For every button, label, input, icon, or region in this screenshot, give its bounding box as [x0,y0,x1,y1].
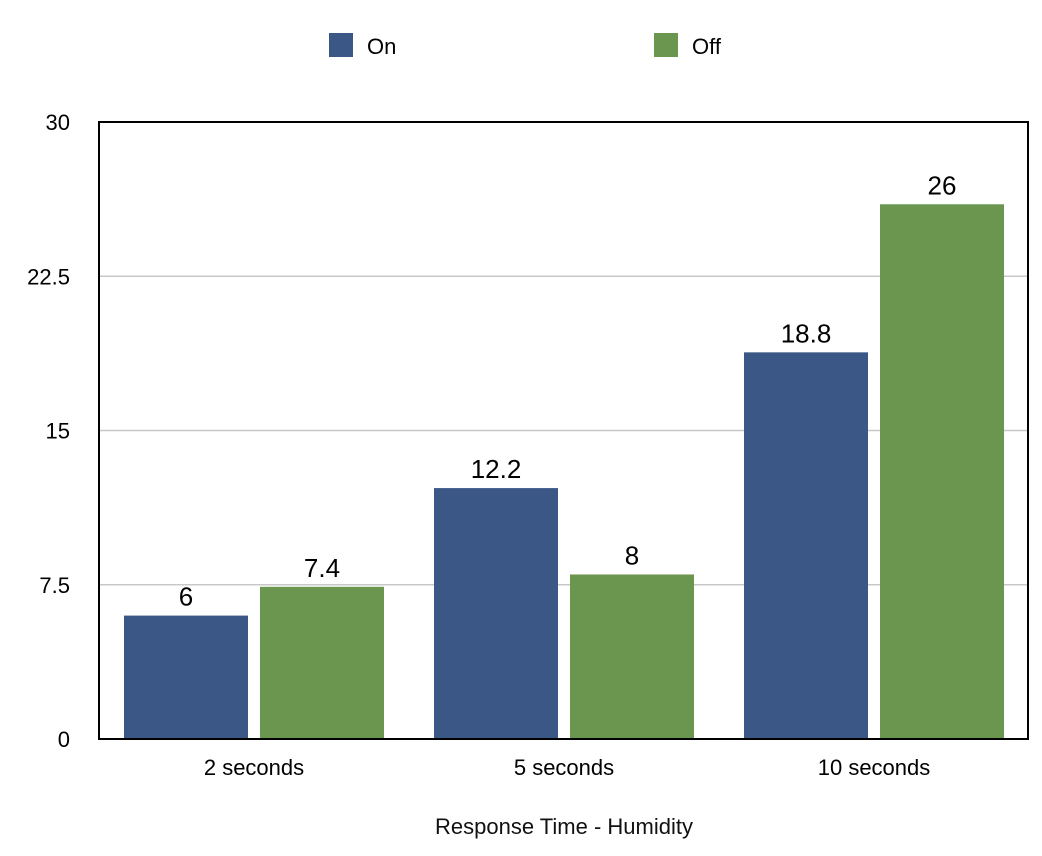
bars [124,204,1004,739]
data-label-on-2-seconds: 6 [179,582,193,612]
data-label-on-5-seconds: 12.2 [471,454,522,484]
legend-swatch-on [329,33,353,57]
y-tick-label: 7.5 [39,573,70,598]
data-label-off-10-seconds: 26 [928,170,957,200]
x-axis-ticks: 2 seconds 5 seconds 10 seconds [204,755,930,780]
bar-on-5-seconds [434,488,558,739]
y-tick-label: 0 [58,727,70,752]
bar-on-10-seconds [744,352,868,739]
y-tick-label: 22.5 [27,264,70,289]
plot-area-frame [98,121,1029,740]
x-tick-label: 5 seconds [514,755,614,780]
data-label-on-10-seconds: 18.8 [781,318,832,348]
legend-label-on: On [367,34,396,59]
x-tick-label: 2 seconds [204,755,304,780]
x-tick-label: 10 seconds [818,755,931,780]
data-labels: 6 12.2 18.8 7.4 8 26 [179,170,957,611]
data-label-off-5-seconds: 8 [625,540,639,570]
gridlines [99,275,1028,586]
bar-off-10-seconds [880,204,1004,739]
legend-label-off: Off [692,34,722,59]
bar-off-5-seconds [570,574,694,739]
legend: On Off [329,33,722,59]
bar-off-2-seconds [260,586,384,739]
y-axis-ticks: 0 7.5 15 22.5 30 [27,110,70,752]
data-label-off-2-seconds: 7.4 [304,553,340,583]
y-tick-label: 30 [46,110,70,135]
bar-on-2-seconds [124,615,248,739]
y-tick-label: 15 [46,419,70,444]
x-axis-title: Response Time - Humidity [435,814,693,839]
legend-swatch-off [654,33,678,57]
